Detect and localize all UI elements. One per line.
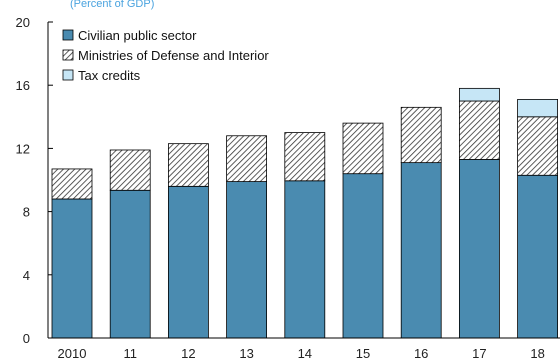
x-tick-label: 11: [123, 346, 137, 361]
x-axis-ticks: 201011121314151617181920: [58, 346, 545, 361]
bar-defense-16: [400, 106, 442, 164]
bar-civilian-13: [226, 181, 268, 339]
bars: [51, 87, 558, 339]
x-tick-label: 18: [530, 346, 544, 361]
legend-label-defense: Ministries of Defense and Interior: [78, 48, 269, 63]
legend-label-civilian: Civilian public sector: [78, 28, 197, 43]
bar-defense-15: [342, 122, 384, 175]
bar-defense-13: [226, 135, 268, 182]
bar-civilian-12: [167, 185, 209, 339]
y-tick-label: 20: [16, 15, 30, 30]
bar-civilian-16: [400, 162, 442, 339]
y-tick-label: 0: [23, 331, 30, 346]
legend: Civilian public sector Ministries of Def…: [62, 28, 269, 83]
bar-civilian-17: [458, 159, 500, 339]
x-tick-label: 17: [472, 346, 486, 361]
bar-civilian-18: [517, 174, 558, 339]
bar-defense-2010: [51, 168, 93, 200]
legend-swatch-tax: [62, 69, 74, 81]
chart-subtitle: (Percent of GDP): [70, 0, 154, 10]
y-tick-label: 4: [23, 268, 30, 283]
y-tick-label: 8: [23, 205, 30, 220]
x-tick-label: 14: [298, 346, 312, 361]
x-tick-label: 13: [239, 346, 253, 361]
bar-defense-12: [167, 143, 209, 187]
bar-tax-17: [458, 87, 500, 102]
y-tick-label: 12: [16, 141, 30, 156]
bar-defense-11: [109, 149, 151, 191]
x-tick-label: 15: [356, 346, 370, 361]
y-tick-label: 16: [16, 78, 30, 93]
legend-label-tax: Tax credits: [78, 68, 141, 83]
x-tick-label: 16: [414, 346, 428, 361]
bar-civilian-14: [284, 180, 326, 339]
bar-civilian-15: [342, 173, 384, 339]
bar-civilian-2010: [51, 198, 93, 339]
bar-defense-14: [284, 132, 326, 182]
x-tick-label: 2010: [58, 346, 87, 361]
y-axis-ticks: 0 4 8 12 16 20: [16, 15, 53, 346]
bar-defense-18: [517, 116, 558, 176]
legend-swatch-defense: [62, 49, 74, 61]
bar-defense-17: [458, 100, 500, 160]
bar-tax-18: [517, 99, 558, 118]
x-tick-label: 12: [181, 346, 195, 361]
bar-civilian-11: [109, 189, 151, 339]
legend-swatch-civilian: [62, 29, 74, 41]
